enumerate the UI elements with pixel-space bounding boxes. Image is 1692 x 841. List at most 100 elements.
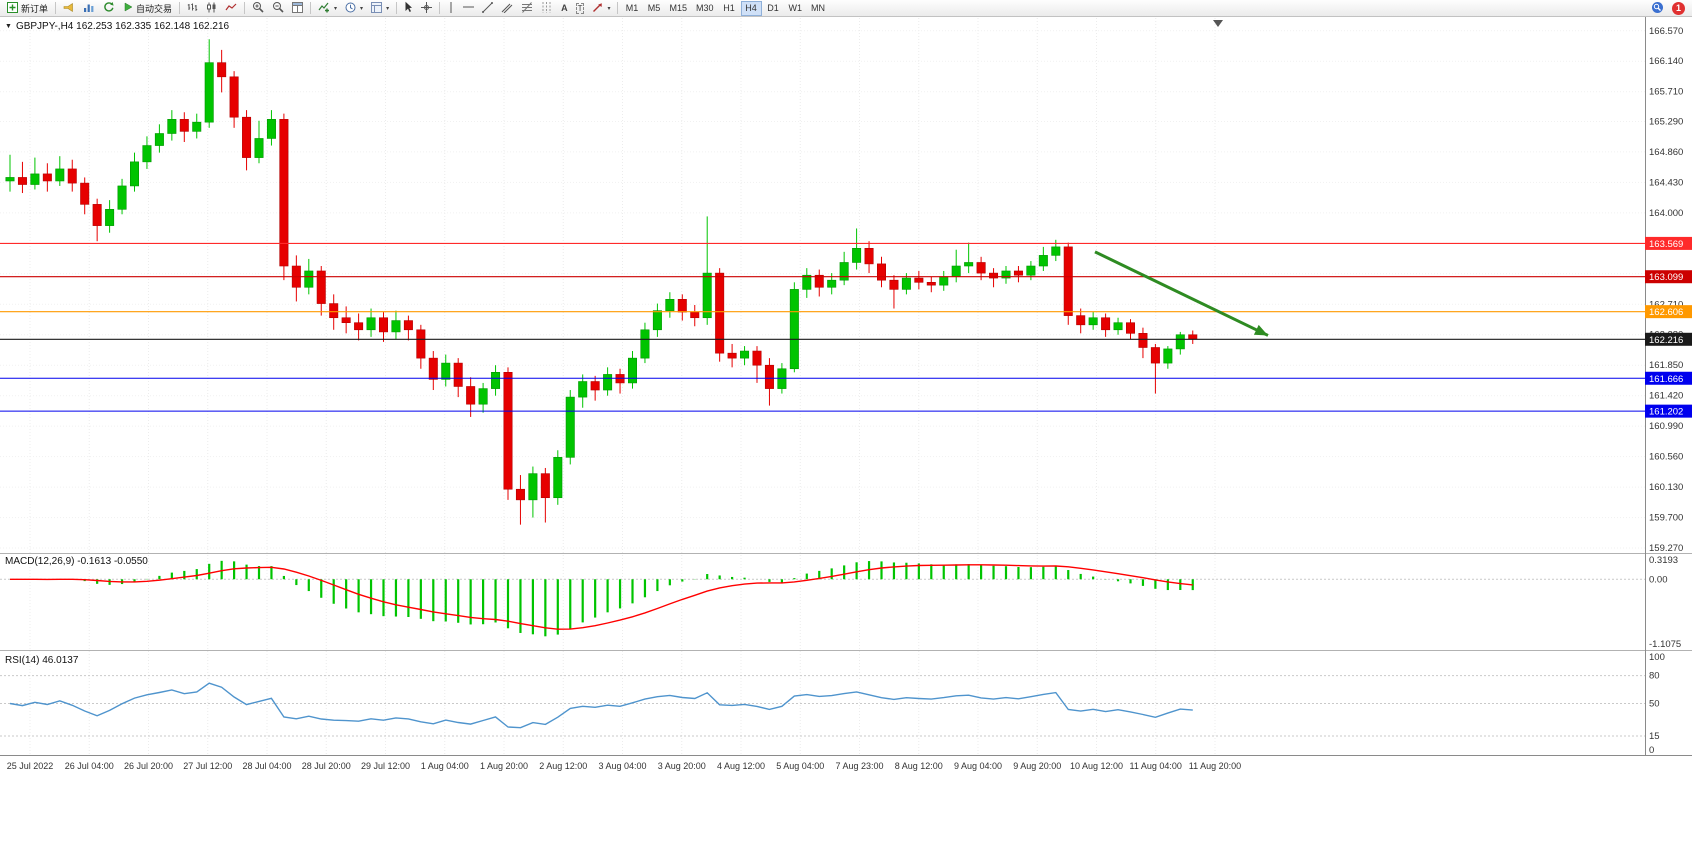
zoom-out-button[interactable] — [268, 1, 288, 16]
svg-text:162.606: 162.606 — [1649, 307, 1683, 318]
svg-text:162.710: 162.710 — [1649, 299, 1683, 310]
svg-text:0.3193: 0.3193 — [1649, 555, 1678, 566]
timeframe-d1-button[interactable]: D1 — [767, 3, 779, 13]
zoom-in-button[interactable] — [248, 1, 268, 16]
rsi-panel[interactable] — [0, 652, 1645, 755]
toolbar-separator — [179, 2, 181, 14]
cycle-lines-button[interactable] — [537, 1, 557, 16]
svg-text:161.420: 161.420 — [1649, 391, 1683, 402]
chevron-down-icon: ▾ — [386, 5, 390, 12]
fibonacci-button[interactable] — [517, 1, 537, 16]
svg-text:1 Aug 04:00: 1 Aug 04:00 — [421, 761, 469, 771]
svg-text:3 Aug 20:00: 3 Aug 20:00 — [658, 761, 706, 771]
text-label-icon: T — [575, 2, 585, 14]
svg-text:27 Jul 12:00: 27 Jul 12:00 — [183, 761, 232, 771]
new-order-label: 新订单 — [21, 3, 49, 14]
timeframe-m15-button[interactable]: M15 — [669, 3, 687, 13]
candlestick-icon — [206, 2, 217, 15]
refresh-icon — [103, 1, 115, 15]
chart-title: GBPJPY-,H4 162.253 162.335 162.148 162.2… — [15, 21, 230, 32]
svg-text:159.270: 159.270 — [1649, 543, 1683, 554]
timeframe-mn-button[interactable]: MN — [811, 3, 826, 13]
chart-collapse-button[interactable]: ▼ — [5, 22, 12, 30]
arrows-button[interactable]: ▾ — [588, 1, 614, 16]
toolbar-separator — [55, 2, 57, 14]
notification-badge[interactable]: 1 — [1672, 1, 1685, 15]
svg-text:50: 50 — [1649, 699, 1660, 710]
horizontal-line-icon — [463, 3, 475, 13]
trendline-icon — [482, 1, 494, 15]
time-axis[interactable] — [0, 756, 1692, 776]
svg-text:15: 15 — [1649, 731, 1660, 742]
macd-label: MACD(12,26,9) -0.1613 -0.0550 — [5, 556, 148, 567]
timeframe-m5-button[interactable]: M5 — [647, 3, 661, 13]
svg-text:160.130: 160.130 — [1649, 482, 1683, 493]
macd-panel[interactable] — [0, 554, 1645, 650]
line-chart-icon — [225, 2, 237, 14]
svg-text:2 Aug 12:00: 2 Aug 12:00 — [539, 761, 587, 771]
vertical-line-button[interactable] — [443, 1, 459, 16]
bar-columns-icon — [83, 2, 95, 15]
bar-chart-icon — [187, 2, 198, 15]
svg-text:80: 80 — [1649, 671, 1660, 682]
svg-text:161.850: 161.850 — [1649, 360, 1683, 371]
svg-text:162.216: 162.216 — [1649, 335, 1683, 346]
toolbar: 新订单 自动交易 ▾ ▾ ▾ — [0, 0, 1692, 17]
svg-text:9 Aug 04:00: 9 Aug 04:00 — [954, 761, 1002, 771]
templates-button[interactable]: ▾ — [367, 1, 393, 16]
rsi-label: RSI(14) 46.0137 — [5, 655, 79, 666]
svg-text:28 Jul 20:00: 28 Jul 20:00 — [302, 761, 351, 771]
toolbar-separator — [439, 2, 441, 14]
timeframe-w1-button[interactable]: W1 — [788, 3, 803, 13]
timeframe-m30-button[interactable]: M30 — [696, 3, 714, 13]
cycle-lines-icon — [541, 1, 553, 15]
svg-text:161.202: 161.202 — [1649, 407, 1683, 418]
chevron-down-icon: ▾ — [607, 5, 611, 12]
channel-icon — [501, 2, 513, 15]
svg-text:0.00: 0.00 — [1649, 574, 1668, 585]
main-chart-area[interactable] — [0, 17, 1645, 553]
line-chart-type-button[interactable] — [221, 1, 241, 16]
svg-text:4 Aug 12:00: 4 Aug 12:00 — [717, 761, 765, 771]
auto-trading-button[interactable]: 自动交易 — [119, 1, 176, 16]
svg-text:163.099: 163.099 — [1649, 272, 1683, 283]
price-axis[interactable] — [1645, 17, 1692, 756]
svg-text:7 Aug 23:00: 7 Aug 23:00 — [835, 761, 883, 771]
svg-text:0: 0 — [1649, 745, 1654, 756]
indicators-button[interactable]: ▾ — [314, 1, 341, 16]
chevron-down-icon: ▾ — [334, 5, 338, 12]
text-button[interactable]: A — [557, 1, 572, 16]
svg-text:8 Aug 12:00: 8 Aug 12:00 — [895, 761, 943, 771]
vertical-line-icon — [447, 1, 455, 15]
timeframe-h4-button[interactable]: H4 — [740, 0, 762, 16]
channel-button[interactable] — [497, 1, 517, 16]
trendline-button[interactable] — [478, 1, 497, 16]
crosshair-icon — [421, 1, 433, 15]
text-label-button[interactable]: T — [572, 1, 589, 16]
charts-button[interactable] — [79, 1, 99, 16]
navigator-button[interactable] — [99, 1, 119, 16]
arrow-tool-icon — [592, 2, 603, 15]
timeframe-h1-button[interactable]: H1 — [723, 3, 735, 13]
bar-chart-type-button[interactable] — [183, 1, 202, 16]
svg-text:28 Jul 04:00: 28 Jul 04:00 — [242, 761, 291, 771]
auto-trading-label: 自动交易 — [136, 3, 173, 14]
svg-text:-1.1075: -1.1075 — [1649, 639, 1681, 650]
text-tool-icon: A — [561, 3, 568, 13]
svg-text:1 Aug 20:00: 1 Aug 20:00 — [480, 761, 528, 771]
indicators-icon — [318, 1, 330, 15]
toolbar-separator — [310, 2, 312, 14]
timeframe-m1-button[interactable]: M1 — [625, 3, 639, 13]
cursor-button[interactable] — [400, 1, 417, 16]
search-button[interactable] — [1647, 1, 1668, 16]
periods-button[interactable]: ▾ — [341, 1, 367, 16]
horizontal-line-button[interactable] — [459, 1, 478, 16]
tile-windows-button[interactable] — [288, 1, 307, 16]
news-button[interactable] — [59, 1, 79, 16]
svg-text:163.569: 163.569 — [1649, 239, 1683, 250]
chart-title-bar: ▼ GBPJPY-,H4 162.253 162.335 162.148 162… — [5, 21, 229, 32]
crosshair-button[interactable] — [417, 1, 436, 16]
new-order-button[interactable]: 新订单 — [3, 1, 52, 16]
candlestick-chart-type-button[interactable] — [202, 1, 221, 16]
